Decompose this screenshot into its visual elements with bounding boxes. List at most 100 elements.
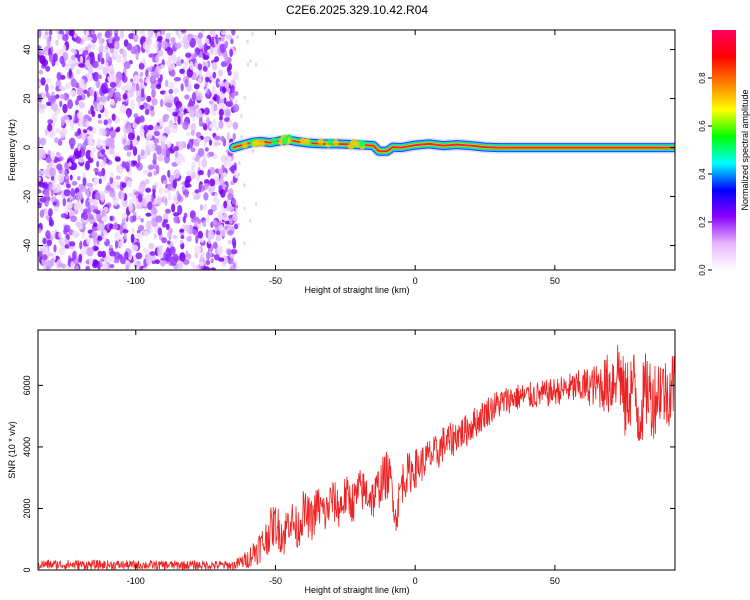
noise-speckle: [91, 259, 99, 269]
noise-speckle: [52, 102, 58, 113]
noise-speckle: [50, 196, 57, 203]
noise-speckle: [177, 193, 182, 202]
noise-speckle: [56, 33, 63, 40]
noise-speckle: [78, 78, 85, 89]
noise-speckle: [101, 250, 106, 258]
noise-speckle: [179, 106, 184, 113]
noise-speckle: [221, 30, 227, 36]
noise-speckle: [197, 170, 204, 176]
noise-speckle: [170, 37, 176, 43]
noise-speckle: [218, 69, 224, 77]
noise-speckle: [202, 185, 206, 191]
noise-speckle: [188, 109, 196, 118]
noise-speckle: [96, 102, 104, 111]
noise-speckle: [70, 188, 76, 197]
carrier-blob: [317, 138, 324, 146]
noise-speckle: [64, 206, 69, 216]
noise-speckle: [197, 148, 205, 157]
noise-speckle: [64, 238, 68, 245]
noise-speckle: [212, 45, 219, 56]
noise-speckle: [171, 124, 178, 134]
noise-speckle: [229, 48, 234, 58]
noise-speckle: [199, 69, 203, 78]
noise-speckle: [162, 114, 170, 119]
noise-speckle: [227, 70, 232, 76]
noise-speckle: [38, 108, 45, 114]
noise-speckle: [213, 241, 218, 250]
carrier-blob: [271, 137, 278, 145]
noise-speckle: [179, 239, 183, 245]
noise-speckle: [215, 78, 221, 88]
noise-speckle: [126, 124, 132, 133]
noise-speckle: [101, 139, 106, 144]
noise-speckle: [91, 110, 96, 118]
noise-speckle: [142, 197, 146, 206]
noise-speckle: [157, 155, 164, 162]
noise-speckle: [104, 108, 109, 118]
noise-speckle: [131, 244, 139, 252]
noise-speckle: [45, 65, 51, 72]
noise-speckle: [206, 251, 211, 260]
noise-speckle: [44, 128, 49, 136]
spectrogram-y-tick-label: -40: [22, 239, 32, 252]
noise-speckle: [130, 78, 134, 83]
noise-speckle: [38, 250, 43, 258]
noise-speckle: [161, 148, 167, 157]
noise-speckle: [41, 196, 47, 203]
figure-title: C2E6.2025.329.10.42.R04: [286, 3, 428, 17]
snr-y-tick-label: 4000: [22, 437, 32, 457]
noise-speckle: [81, 133, 86, 141]
noise-speckle: [98, 178, 102, 185]
noise-speckle: [58, 247, 66, 256]
noise-speckle: [212, 71, 217, 79]
noise-speckle: [175, 30, 180, 36]
noise-speckle: [124, 161, 130, 171]
noise-speckle: [189, 60, 194, 71]
noise-speckle: [175, 100, 183, 109]
noise-speckle: [130, 46, 138, 55]
noise-speckle: [49, 95, 56, 104]
noise-speckle: [68, 162, 72, 167]
noise-speckle: [231, 30, 236, 36]
noise-speckle: [133, 263, 141, 269]
noise-speckle: [74, 131, 79, 137]
noise-speckle: [98, 44, 106, 53]
noise-speckle: [179, 68, 185, 75]
noise-speckle: [132, 122, 138, 129]
noise-speckle: [198, 183, 202, 193]
noise-speckle: [251, 149, 255, 153]
noise-speckle: [219, 224, 224, 231]
noise-speckle: [83, 89, 88, 95]
noise-speckle: [177, 153, 184, 161]
noise-speckle: [45, 246, 49, 257]
noise-speckle: [85, 160, 90, 171]
noise-speckle: [110, 172, 114, 179]
noise-speckle: [107, 118, 112, 125]
noise-speckle: [88, 116, 92, 122]
noise-speckle: [109, 264, 115, 269]
noise-speckle: [113, 40, 120, 50]
noise-speckle: [193, 83, 200, 90]
noise-speckle: [169, 69, 176, 77]
noise-speckle: [53, 206, 60, 212]
noise-speckle: [38, 169, 43, 176]
noise-speckle: [167, 82, 175, 90]
noise-speckle: [70, 261, 75, 270]
noise-speckle: [85, 59, 91, 69]
noise-speckle: [237, 172, 240, 177]
noise-speckle: [187, 235, 192, 242]
noise-speckle: [218, 108, 224, 117]
noise-speckle: [41, 150, 46, 159]
noise-speckle: [110, 129, 116, 139]
noise-speckle: [121, 75, 128, 83]
spectrogram-x-tick-label: 0: [413, 276, 418, 286]
noise-speckle: [165, 223, 170, 231]
noise-speckle: [202, 66, 208, 72]
noise-speckle: [145, 131, 153, 140]
noise-speckle: [137, 154, 141, 164]
noise-speckle: [67, 201, 73, 209]
noise-speckle: [59, 94, 66, 100]
noise-speckle: [185, 250, 189, 257]
noise-speckle: [97, 171, 103, 177]
noise-speckle: [243, 183, 246, 188]
